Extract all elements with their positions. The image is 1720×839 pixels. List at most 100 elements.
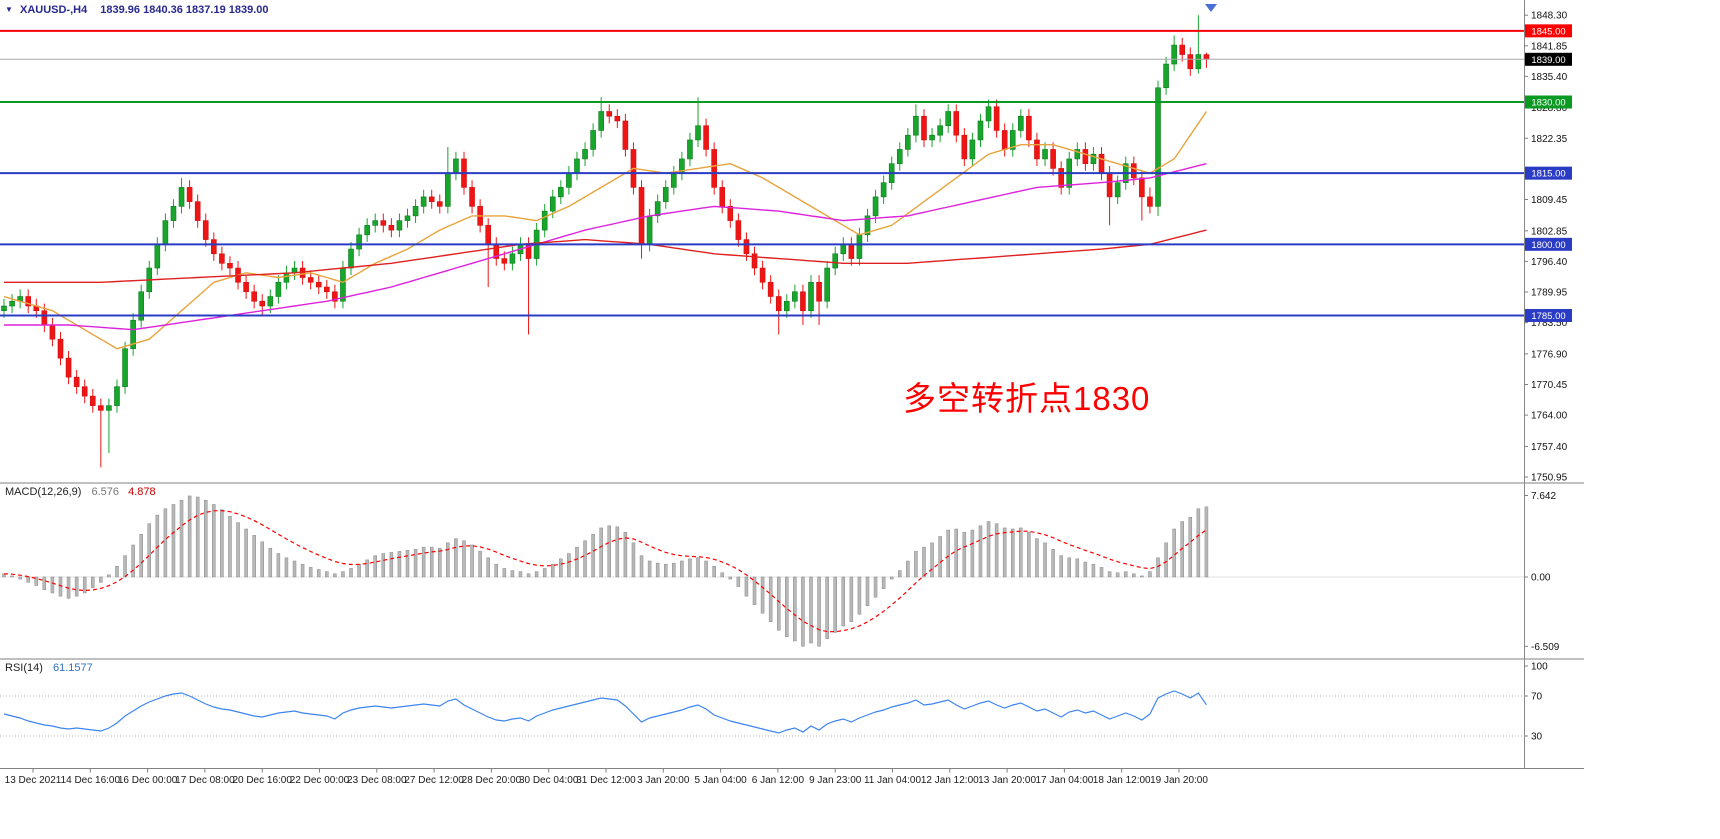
candle-down [1147,196,1153,207]
candle-up [566,172,572,188]
candle-down [41,310,48,326]
candle-down [961,134,968,160]
price-badge [1525,52,1572,66]
candle-down [243,281,249,293]
candle-down [251,291,257,302]
price-axis-label: 1848.30 [1531,11,1568,22]
macd-histogram-bar [42,576,47,591]
price-axis-label: 1783.50 [1531,318,1568,329]
candle-down [767,281,774,297]
candle-down [1034,139,1040,160]
macd-histogram-bar [1204,506,1209,578]
rsi-name: RSI(14) [5,662,43,674]
price-badge-label: 1785.00 [1531,311,1565,322]
macd-histogram-bar [906,560,910,578]
macd-histogram-bar [623,531,628,578]
candle-up [792,291,798,302]
candle-down [49,324,56,340]
macd-histogram-bar [470,544,474,578]
chart-shift-marker-icon[interactable] [1205,4,1217,12]
macd-histogram-bar [1059,555,1063,578]
candle-down [735,220,742,240]
axis-frame[interactable] [0,0,1584,769]
candle-down [1001,130,1008,150]
candle-up [1195,54,1202,70]
macd-histogram-bar [276,553,281,578]
price-axis-label: 1796.40 [1531,257,1568,268]
macd-histogram-bar [914,551,918,578]
candle-up [1009,130,1016,150]
price-axis-label: 1789.95 [1531,287,1568,298]
candle-down [1203,54,1210,60]
price-badge-label: 1830.00 [1531,97,1565,108]
candle-up [985,106,992,122]
candle-up [856,234,863,259]
candle-up [590,130,596,150]
macd-histogram-bar [720,572,724,578]
candle-up [1155,87,1161,207]
macd-histogram-bar [615,526,620,578]
price-axis[interactable]: 1848.30 1841.85 1835.40 1828.80 1822.35 1809.… [1524,11,1572,484]
macd-histogram-bar [341,571,345,578]
candle-down [1179,44,1186,55]
macd-histogram-bar [446,542,450,578]
candle-down [1187,54,1194,70]
macd-histogram-bar [760,576,765,614]
macd-histogram-bar [1156,557,1160,578]
macd-histogram-bar [889,576,894,580]
candle-down [727,206,734,221]
price-badge [1525,308,1572,322]
macd-histogram-bar [10,575,14,578]
macd-histogram-bar [785,576,789,637]
candle-up [122,348,128,387]
macd-histogram-bar [1099,567,1104,578]
macd-histogram-bar [252,535,256,578]
macd-signal-line [3,509,1207,633]
chart-annotation: 多空转折点1830 [903,380,1151,417]
candle-up [582,149,588,160]
macd-histogram-bar [1002,527,1007,578]
macd-histogram-bar [922,546,926,578]
candle-up [372,220,379,226]
candle-down [388,225,395,231]
candle-up [453,158,459,174]
macd-histogram-bar [462,540,466,578]
macd-histogram-bar [1123,571,1128,578]
price-badge [1525,24,1572,38]
macd-histogram-bar [776,576,781,631]
macd-histogram-bar [284,557,289,578]
macd-histogram-bar [696,557,700,578]
candle-down [1131,163,1137,179]
ma-fast-line [3,111,1208,350]
macd-histogram-bar [978,525,983,578]
macd-histogram-bar [680,560,684,578]
rsi-indicator-label: RSI(14) 61.1577 [5,662,93,674]
macd-histogram-bar [26,576,30,583]
rsi-axis-label: 100 [1531,662,1548,673]
candle-up [509,253,516,264]
candle-down [703,125,709,150]
macd-histogram-bar [397,551,402,578]
macd-histogram-bar [82,576,87,594]
macd-histogram-bar [599,527,603,578]
candle-up [913,115,919,136]
candle-up [412,206,419,217]
macd-histogram-bar [139,534,143,578]
horizontal-lines-layer [0,29,1524,317]
time-axis-label: 16 Dec 00:00 [118,775,178,786]
macd-histogram-bar [381,553,386,578]
price-axis-label: 1750.95 [1531,473,1568,484]
candle-up [138,291,144,321]
macd-histogram-bar [986,521,991,578]
candle-up [1090,153,1097,164]
price-axis-label: 1835.40 [1531,72,1568,83]
macd-histogram-bar [873,576,878,598]
candle-up [549,196,556,212]
candle-up [872,196,879,217]
time-axis-label: 18 Jan 12:00 [1093,775,1151,786]
macd-histogram-bar [534,571,539,578]
macd-histogram-bar [1188,517,1193,578]
